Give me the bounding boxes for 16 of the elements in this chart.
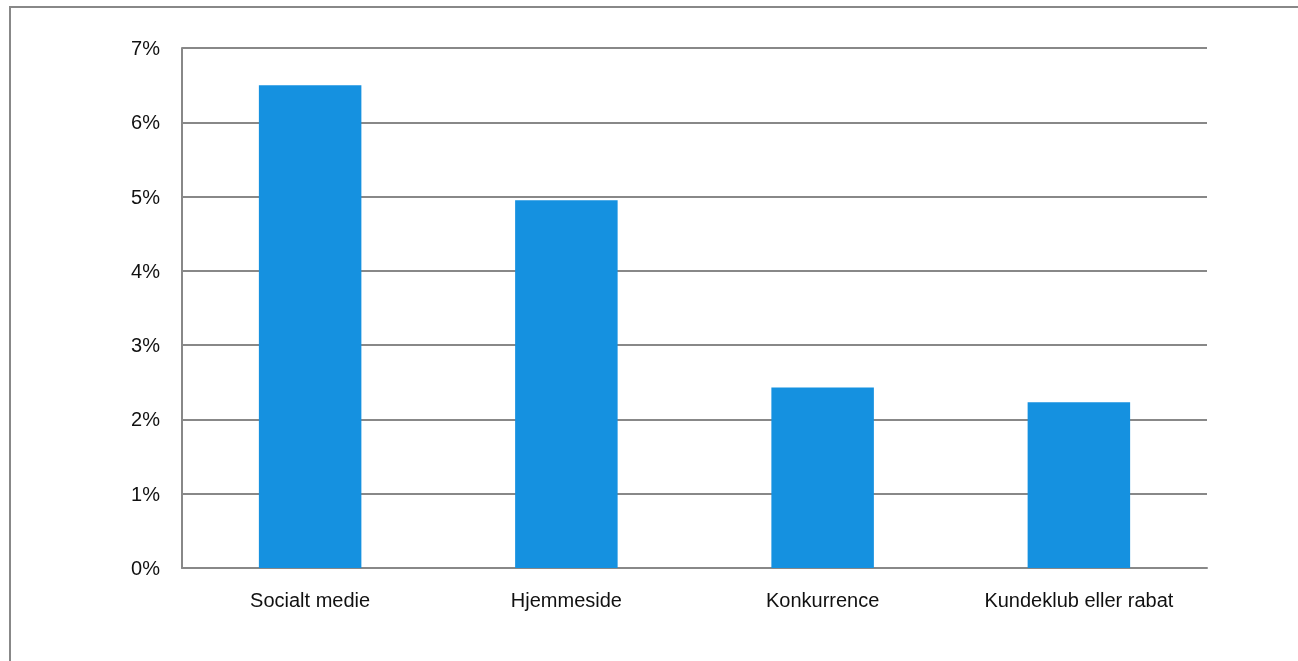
y-tick-label: 1%	[131, 482, 161, 505]
bar	[1027, 402, 1131, 568]
bar	[771, 387, 874, 568]
y-tick-label: 5%	[131, 185, 161, 208]
y-tick-label: 7%	[131, 37, 161, 59]
x-tick-label: Socialt medie	[250, 589, 371, 611]
y-tick-label: 6%	[131, 111, 161, 134]
x-tick-label: Kundeklub eller rabat	[984, 589, 1174, 611]
bar	[515, 200, 618, 568]
x-tick-label: Hjemmeside	[510, 589, 622, 611]
y-tick-label: 2%	[131, 408, 161, 431]
x-tick-label: Konkurrence	[765, 589, 880, 611]
bar	[258, 85, 362, 568]
y-tick-label: 0%	[131, 557, 161, 579]
y-tick-label: 3%	[131, 334, 161, 357]
y-tick-label: 4%	[131, 259, 161, 282]
